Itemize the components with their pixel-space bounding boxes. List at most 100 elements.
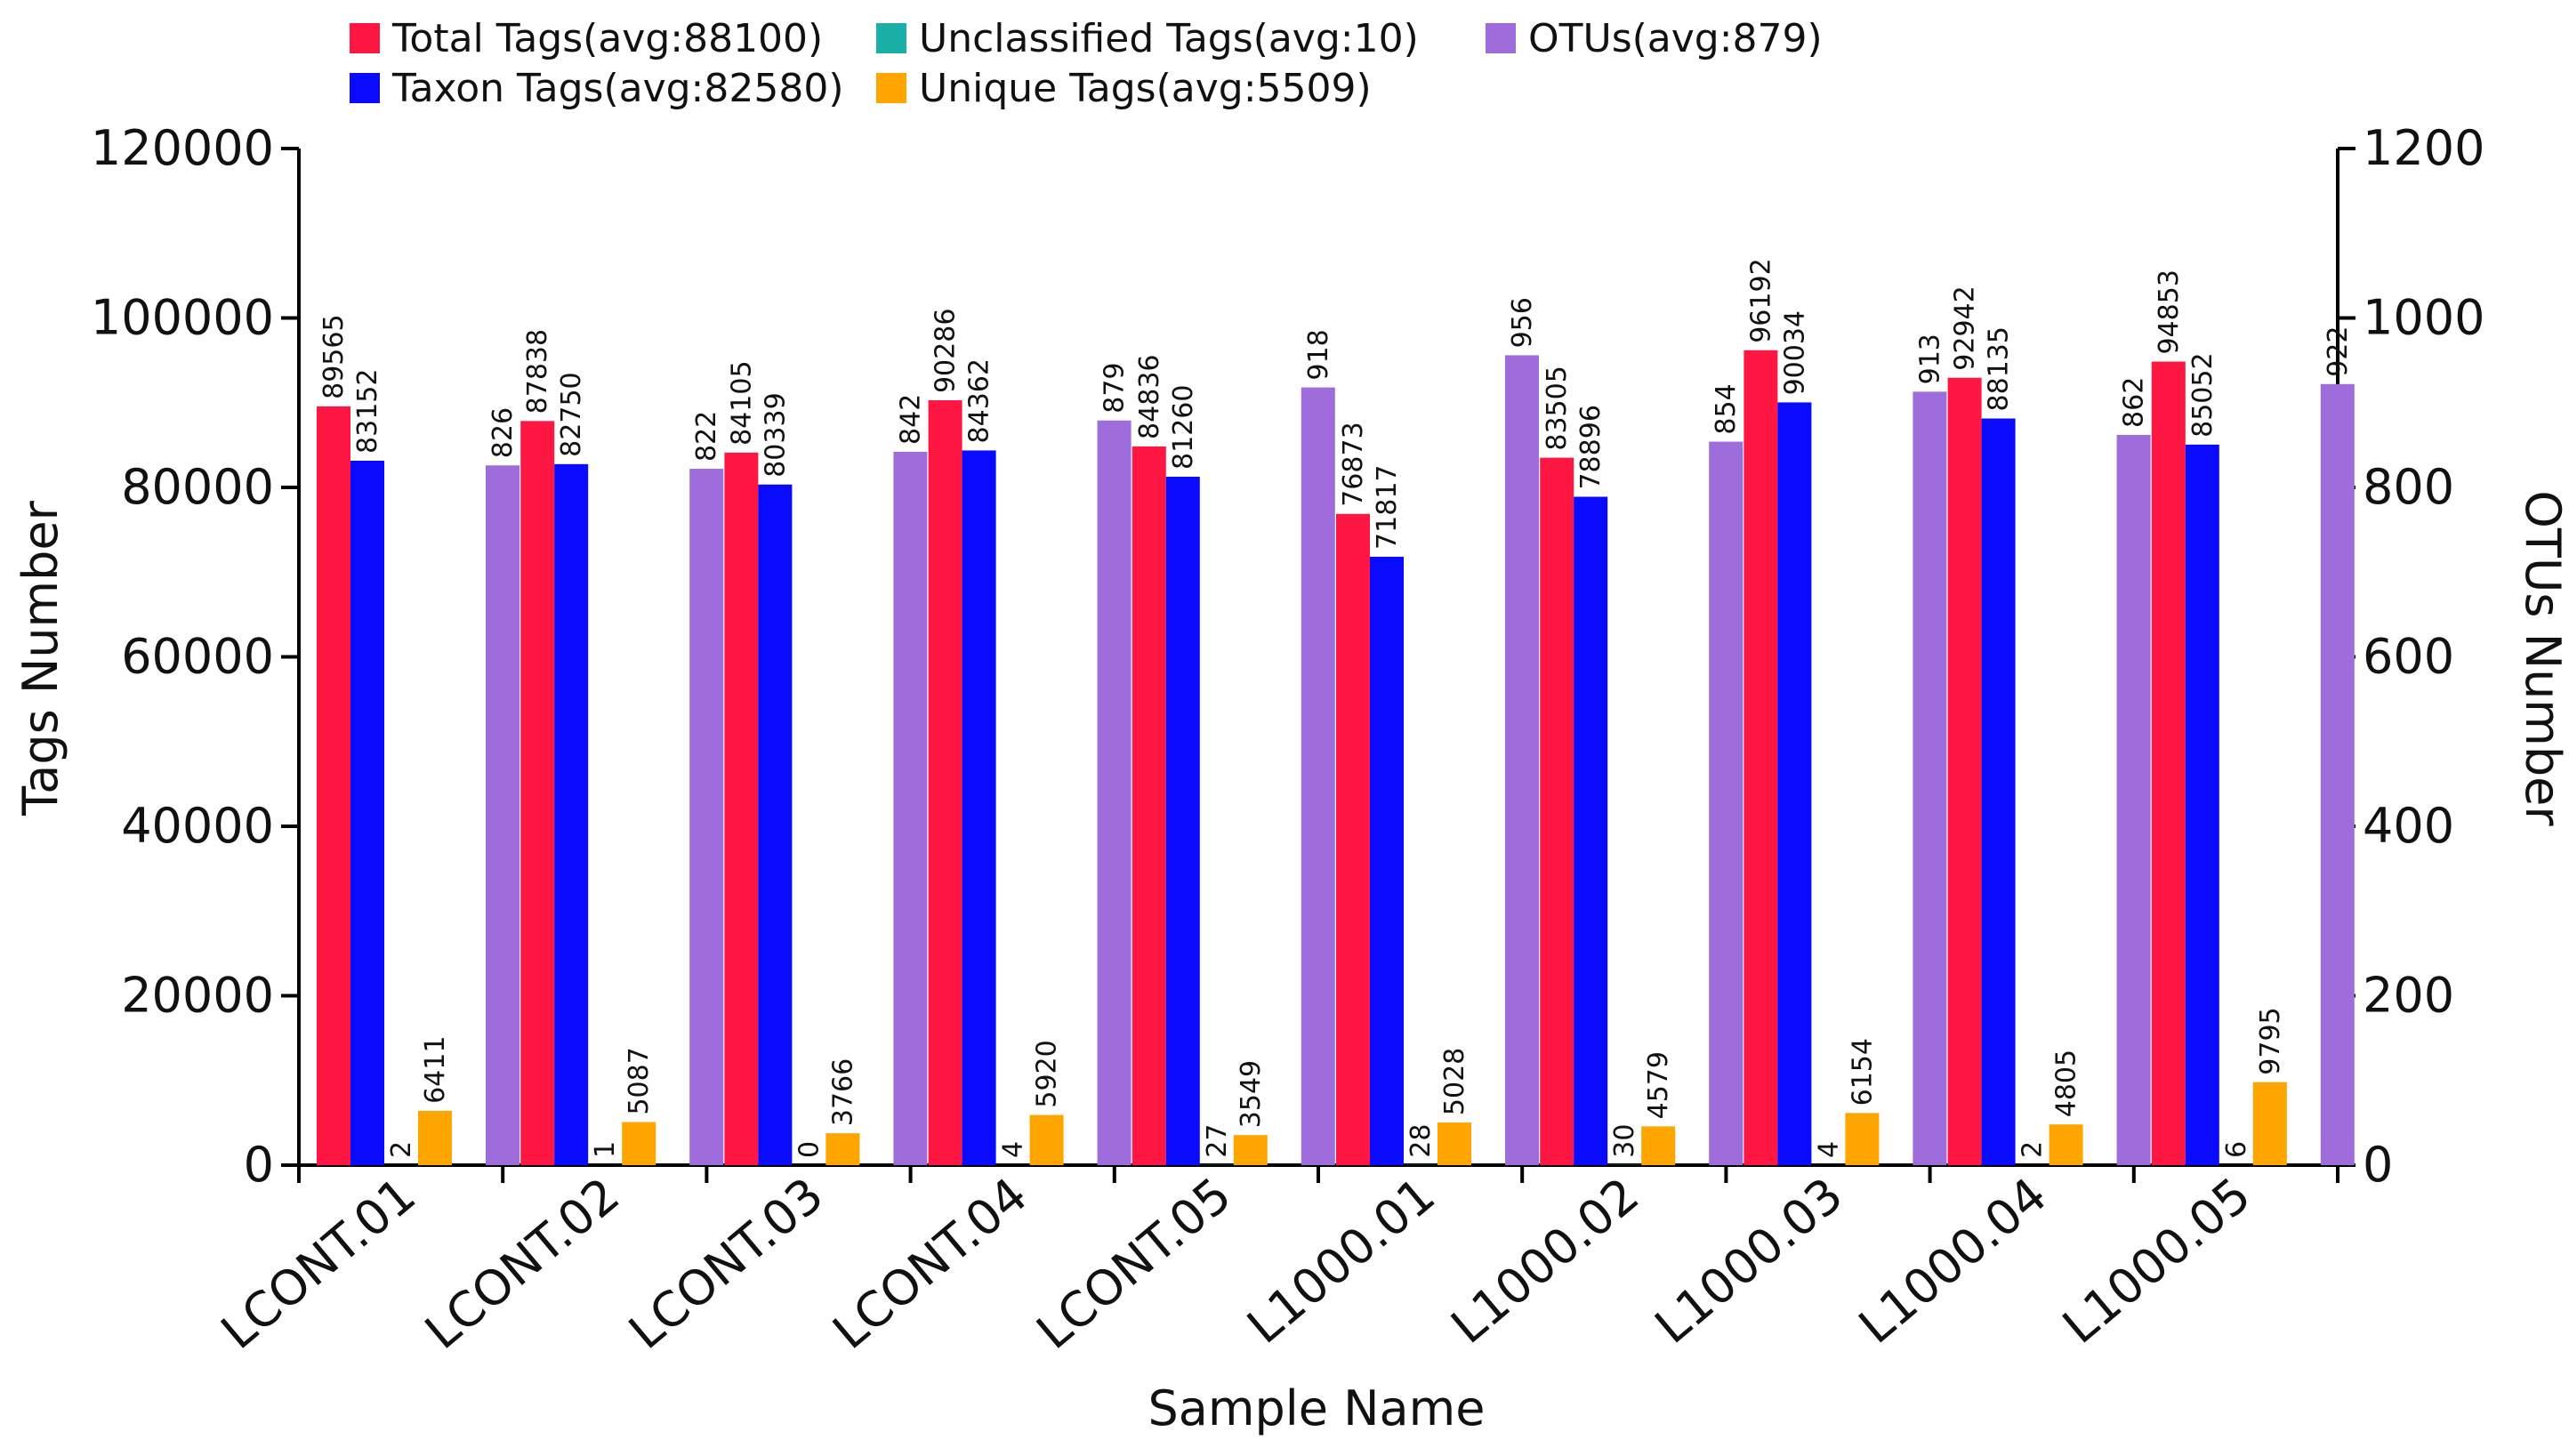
- bar-otus: [1913, 391, 1947, 1165]
- bar-value-label: 89565: [318, 314, 350, 398]
- bar-value-label: 826: [487, 407, 519, 458]
- legend-swatch: [350, 23, 380, 53]
- bar-taxon-tags: [1574, 496, 1608, 1165]
- legend-label: Unique Tags(avg:5509): [919, 66, 1372, 111]
- bar-value-label: 879: [1099, 362, 1131, 413]
- bar-value-label: 4: [998, 1141, 1029, 1158]
- bar-value-label: 918: [1303, 329, 1334, 380]
- bar-taxon-tags: [1370, 556, 1404, 1165]
- category-label: LCONT.02: [415, 1167, 630, 1360]
- bar-value-label: 76873: [1338, 422, 1369, 506]
- bar-value-label: 27: [1202, 1124, 1233, 1158]
- bar-value-label: 87838: [522, 329, 553, 414]
- bar-value-label: 1: [590, 1141, 621, 1158]
- bar-value-label: 80339: [760, 392, 791, 477]
- bar-otus: [1301, 387, 1335, 1166]
- bar-value-label: 4579: [1643, 1051, 1674, 1119]
- y-tick-label: 20000: [121, 968, 274, 1024]
- bar-value-label: 92942: [1950, 286, 1981, 370]
- bar-total-tags: [1947, 377, 1982, 1166]
- category-label: LCONT.03: [618, 1167, 834, 1360]
- bar-value-label: 6: [2221, 1141, 2252, 1158]
- bar-unique-tags: [1233, 1135, 1268, 1165]
- legend-label: Taxon Tags(avg:82580): [391, 66, 844, 111]
- bar-value-label: 822: [691, 411, 722, 462]
- bar-value-label: 9795: [2255, 1007, 2286, 1074]
- category-label: LCONT.05: [1027, 1167, 1242, 1360]
- bar-unique-tags: [622, 1122, 656, 1165]
- bar-value-label: 78896: [1575, 405, 1607, 489]
- y-tick-label: 100000: [91, 290, 274, 346]
- bar-otus: [1505, 355, 1539, 1165]
- bar-value-label: 3549: [1236, 1060, 1267, 1128]
- legend-swatch: [350, 73, 380, 103]
- bar-value-label: 842: [895, 394, 926, 445]
- bar-taxon-tags: [350, 460, 384, 1165]
- category-label: LCONT.04: [822, 1167, 1037, 1360]
- bar-unique-tags: [1029, 1114, 1064, 1165]
- bar-value-label: 90286: [930, 309, 962, 393]
- bar-value-label: 6411: [420, 1036, 451, 1104]
- bar-value-label: 0: [793, 1141, 825, 1158]
- y2-tick-label: 0: [2363, 1137, 2393, 1193]
- legend-swatch: [1486, 23, 1516, 53]
- category-label: LCONT.01: [211, 1167, 426, 1360]
- bar-value-label: 88135: [1984, 326, 2015, 411]
- bar-total-tags: [928, 400, 962, 1165]
- bar-total-tags: [520, 421, 555, 1166]
- bar-value-label: 82750: [556, 372, 587, 456]
- y2-tick-label: 400: [2363, 798, 2454, 854]
- y2-tick-label: 800: [2363, 459, 2454, 515]
- bar-unique-tags: [1641, 1126, 1676, 1165]
- legend-label: Total Tags(avg:88100): [391, 16, 823, 61]
- bar-value-label: 30: [1609, 1124, 1640, 1158]
- bar-unique-tags: [825, 1133, 860, 1165]
- bar-taxon-tags: [2185, 444, 2219, 1165]
- bar-total-tags: [1744, 350, 1778, 1165]
- bar-value-label: 28: [1405, 1124, 1437, 1158]
- bar-total-tags: [724, 452, 759, 1165]
- y-tick-label: 120000: [91, 120, 274, 176]
- legend-label: OTUs(avg:879): [1528, 16, 1823, 61]
- bar-value-label: 4805: [2051, 1050, 2082, 1117]
- y2-tick-label: 200: [2363, 968, 2454, 1024]
- legend-swatch: [876, 23, 906, 53]
- bar-value-label: 83505: [1542, 366, 1573, 450]
- y-tick-label: 60000: [121, 629, 274, 685]
- y2-tick-label: 1200: [2363, 120, 2484, 176]
- y-axis-title: Tags Number: [12, 500, 68, 816]
- bar-value-label: 5028: [1439, 1048, 1470, 1115]
- y2-axis-title: OTUs Number: [2515, 490, 2569, 826]
- bar-unique-tags: [2049, 1124, 2083, 1165]
- bars: [317, 350, 2355, 1166]
- bar-value-label: 862: [2119, 377, 2150, 428]
- legend: Total Tags(avg:88100) Taxon Tags(avg:8258…: [350, 16, 1823, 111]
- bar-value-label: 913: [1914, 334, 1945, 384]
- bar-value-label: 956: [1507, 297, 1538, 348]
- bar-value-label: 81260: [1168, 385, 1199, 470]
- category-label: L1000.05: [2052, 1167, 2261, 1355]
- bar-value-label: 2: [386, 1141, 417, 1158]
- bar-taxon-tags: [962, 450, 996, 1166]
- bar-otus: [1097, 420, 1131, 1165]
- bar-taxon-tags: [1165, 476, 1200, 1165]
- bar-value-label: 90034: [1779, 310, 1810, 395]
- bar-unique-tags: [1845, 1113, 1880, 1165]
- category-labels: LCONT.01LCONT.02LCONT.03LCONT.04LCONT.05…: [211, 1167, 2261, 1360]
- bar-total-tags: [2151, 361, 2186, 1166]
- bar-value-label: 96192: [1745, 258, 1776, 342]
- bar-value-label: 84105: [726, 360, 757, 445]
- y-tick-label: 0: [244, 1137, 274, 1193]
- bar-otus: [2116, 434, 2151, 1165]
- bar-value-label: 854: [1711, 383, 1742, 434]
- category-label: L1000.01: [1236, 1167, 1446, 1355]
- bar-otus: [486, 465, 519, 1165]
- bar-unique-tags: [2252, 1082, 2287, 1165]
- category-label: L1000.04: [1848, 1167, 2058, 1355]
- x-axis-title: Sample Name: [1148, 1380, 1486, 1436]
- category-label: L1000.03: [1645, 1167, 1854, 1355]
- bar-total-tags: [1131, 446, 1166, 1165]
- bar-value-label: 83152: [352, 369, 383, 454]
